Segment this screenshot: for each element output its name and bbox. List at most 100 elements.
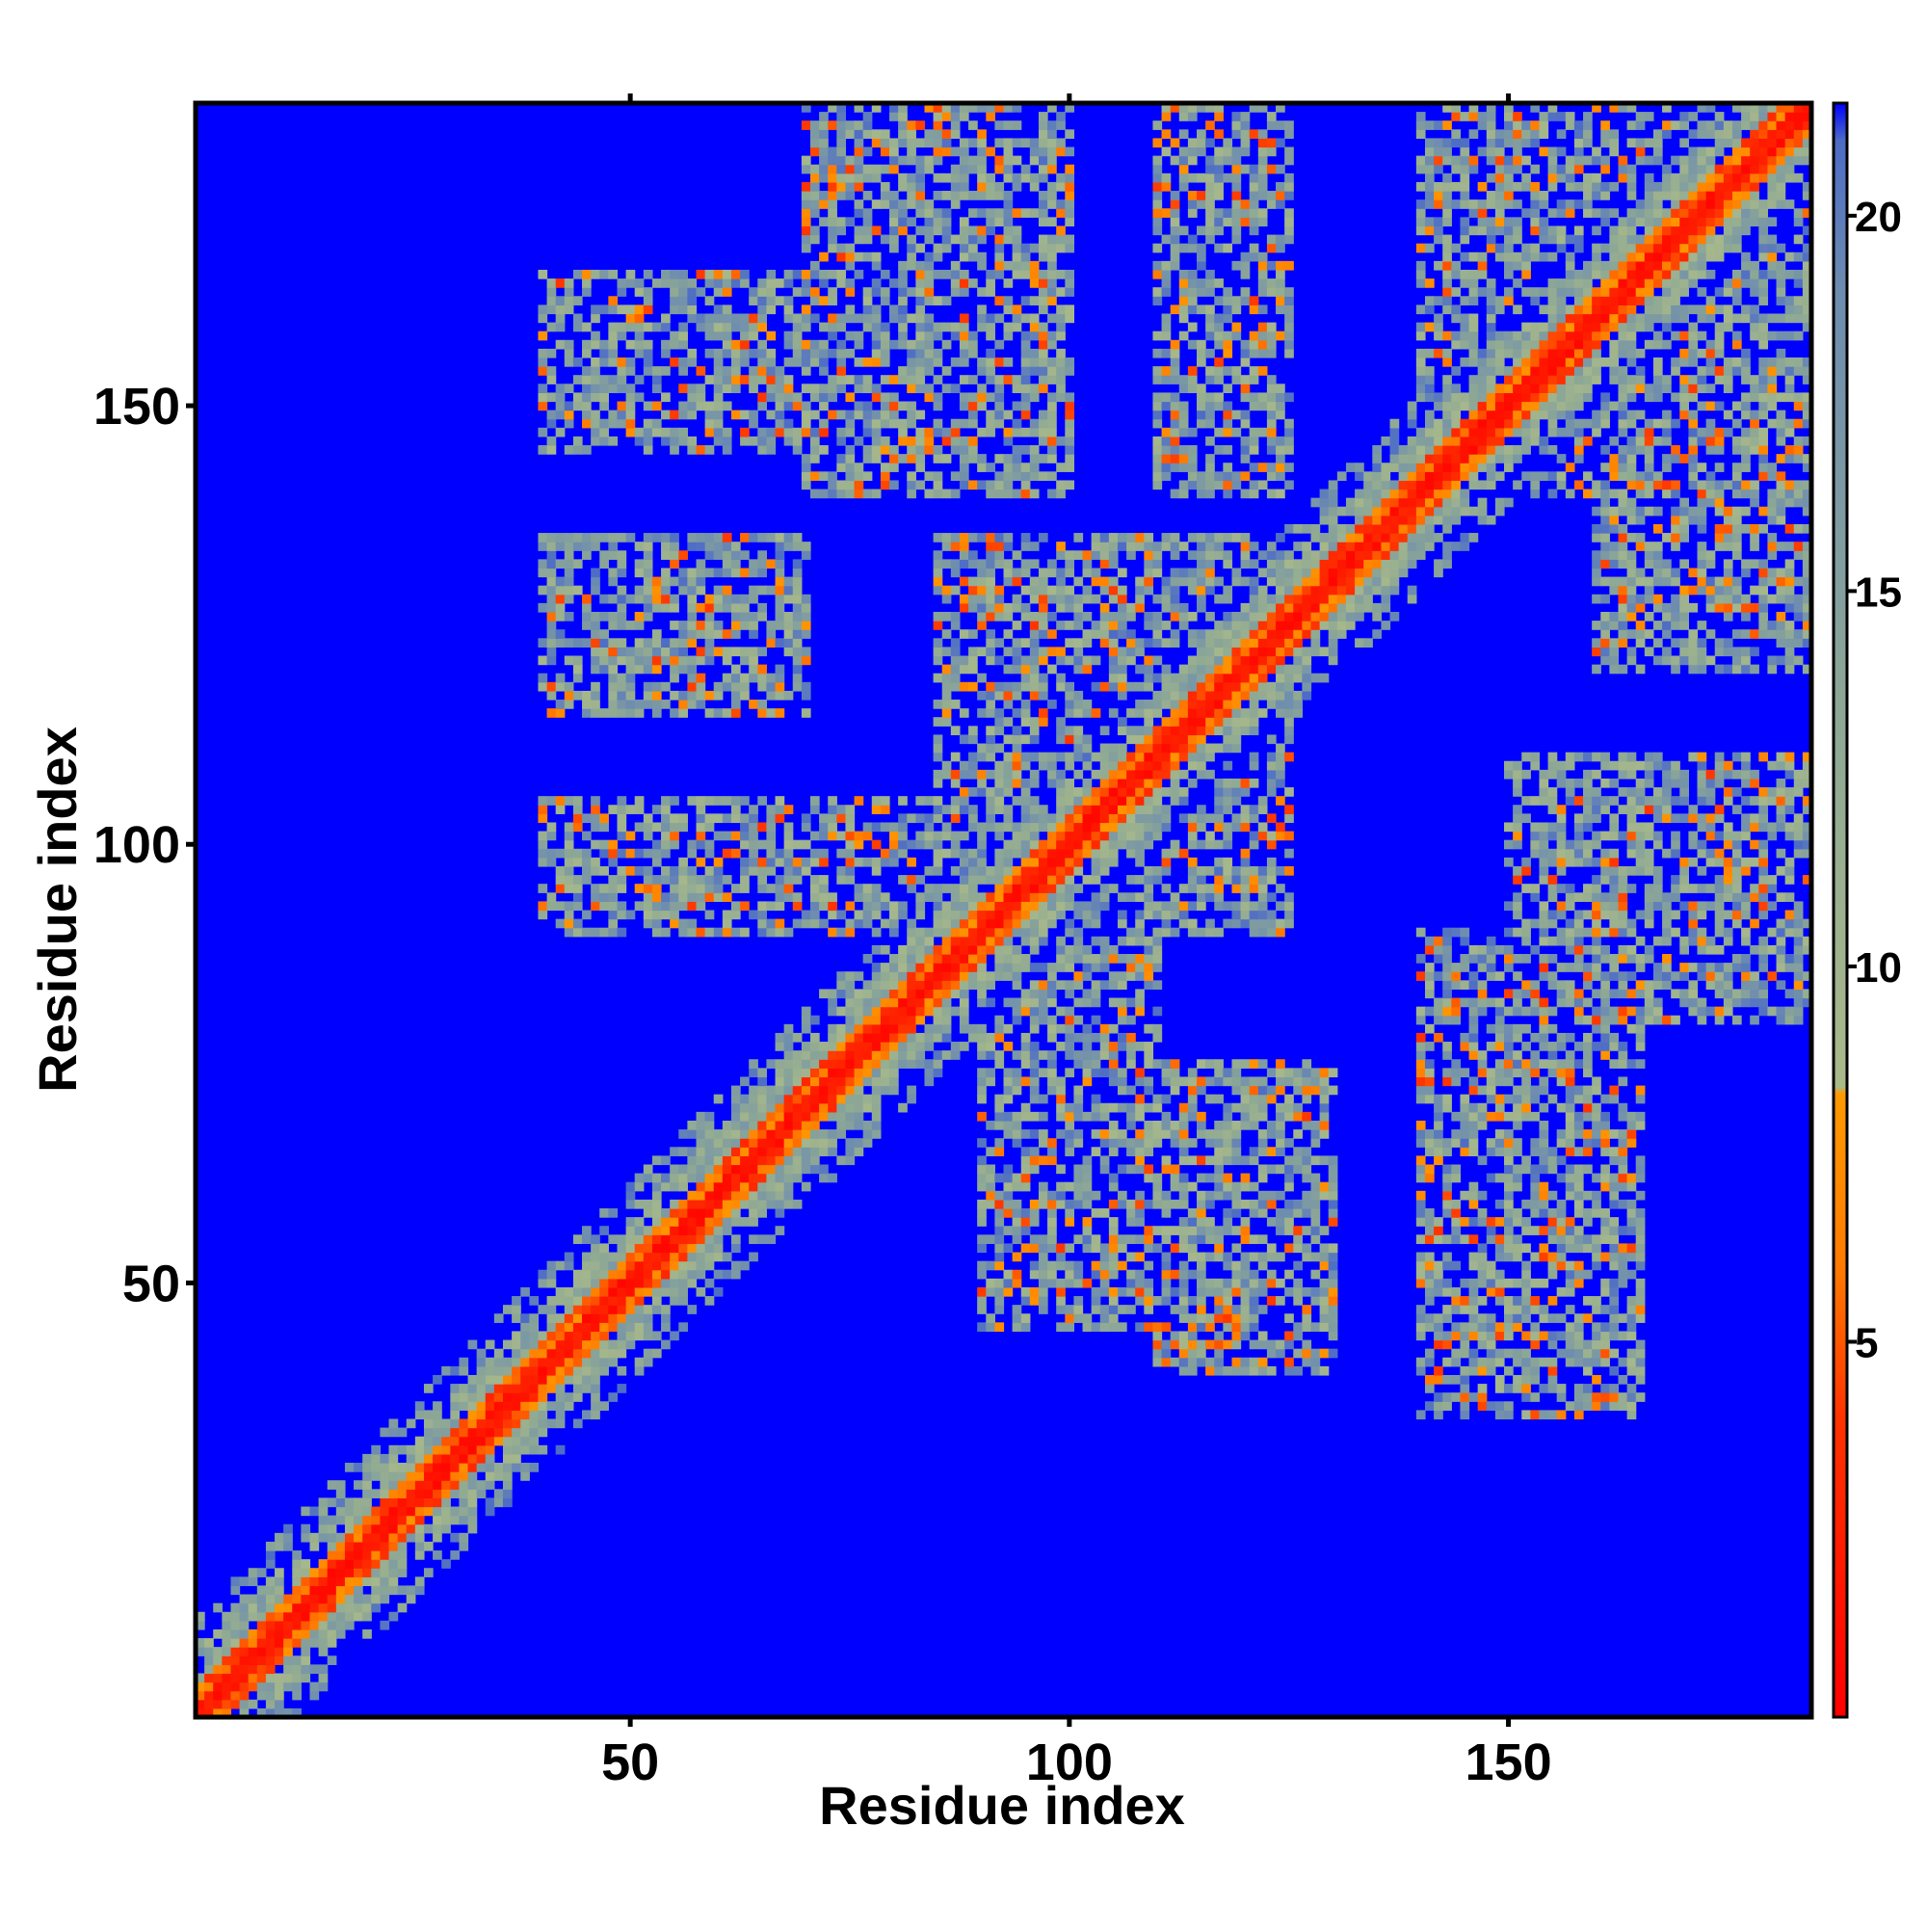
heatmap-cell [959,375,969,384]
heatmap-cell [959,243,969,253]
heatmap-cell [362,1523,372,1534]
heatmap-cell [582,1305,592,1314]
heatmap-cell [924,489,935,499]
heatmap-cell [555,594,566,604]
heatmap-cell [757,357,768,367]
heatmap-cell [994,251,1005,262]
heatmap-cell [809,857,820,867]
heatmap-cell [1065,708,1075,718]
heatmap-cell [591,805,600,814]
heatmap-cell [529,1296,540,1306]
heatmap-cell [924,997,935,1008]
heatmap-cell [283,1673,293,1683]
heatmap-cell [924,138,935,148]
heatmap-cell [854,463,864,472]
heatmap-cell [933,647,943,657]
heatmap-cell [599,304,609,315]
heatmap-cell [1038,427,1048,437]
heatmap-cell [1065,1313,1075,1323]
heatmap-cell [740,1164,750,1175]
heatmap-cell [512,1418,521,1429]
heatmap-cell [564,884,574,893]
heatmap-cell [809,1120,820,1130]
heatmap-cell [749,296,758,305]
heatmap-cell [757,1190,768,1201]
heatmap-cell [977,1243,987,1254]
heatmap-cell [661,1313,671,1323]
heatmap-cell [599,1278,609,1288]
heatmap-cell [599,1348,609,1359]
heatmap-cell [994,769,1005,780]
heatmap-cell [309,1585,320,1596]
heatmap-cell [564,796,574,806]
heatmap-cell [898,217,908,227]
heatmap-cell [722,813,732,824]
heatmap-cell [433,1463,442,1472]
heatmap-cell [1012,1199,1022,1209]
heatmap-cell [1020,1059,1031,1069]
heatmap-cell [986,287,995,297]
heatmap-cell [986,629,995,639]
heatmap-cell [1020,251,1031,262]
heatmap-cell [809,260,820,271]
heatmap-cell [704,427,715,437]
heatmap-cell [1065,602,1075,613]
heatmap-cell [828,287,837,297]
heatmap-cell [1152,1357,1163,1367]
heatmap-cell [986,944,995,955]
heatmap-cell [828,901,837,912]
heatmap-cell [1003,1181,1014,1192]
heatmap-cell [591,638,600,648]
heatmap-cell [1099,892,1110,902]
heatmap-cell [546,304,557,315]
heatmap-cell [941,848,952,859]
heatmap-cell [775,559,785,569]
heatmap-cell [1029,445,1040,455]
heatmap-cell [670,594,679,604]
heatmap-cell [809,436,820,446]
heatmap-cell [599,1226,609,1235]
heatmap-cell [512,1444,521,1455]
heatmap-cell [775,611,785,622]
heatmap-cell [1047,629,1057,639]
heatmap-cell [318,1576,329,1587]
heatmap-cell [801,1006,811,1017]
heatmap-cell [450,1515,461,1525]
heatmap-cell [915,445,926,455]
heatmap-cell [1065,1138,1075,1148]
heatmap-cell [907,357,916,367]
heatmap-cell [538,384,548,393]
heatmap-cell [941,234,952,245]
heatmap-cell [1135,813,1145,824]
heatmap-cell [1099,1286,1110,1297]
heatmap-cell [977,918,987,929]
heatmap-cell [625,700,636,709]
heatmap-cell [749,1181,758,1192]
heatmap-cell [1012,831,1022,841]
heatmap-cell [643,655,653,666]
heatmap-cell [977,234,987,245]
heatmap-cell [977,287,987,297]
heatmap-cell [704,533,715,543]
heatmap-cell [713,410,724,420]
heatmap-cell [915,1050,926,1060]
heatmap-cell [1029,1269,1040,1280]
heatmap-cell [309,1638,320,1648]
heatmap-cell [1091,1147,1101,1156]
heatmap-cell [959,1042,969,1051]
heatmap-cell [704,655,715,666]
heatmap-cell [809,129,820,140]
heatmap-cell [950,700,961,709]
heatmap-cell [730,901,741,912]
heatmap-cell [1091,1208,1101,1218]
heatmap-cell [292,1681,302,1692]
heatmap-cell [582,690,592,701]
heatmap-cell [564,918,574,929]
heatmap-cell [880,944,890,955]
heatmap-cell [977,997,987,1008]
heatmap-cell [617,568,627,578]
heatmap-cell [757,304,768,315]
heatmap-cell [555,1357,566,1367]
heatmap-cell [828,322,837,332]
heatmap-cell [1047,1243,1057,1254]
